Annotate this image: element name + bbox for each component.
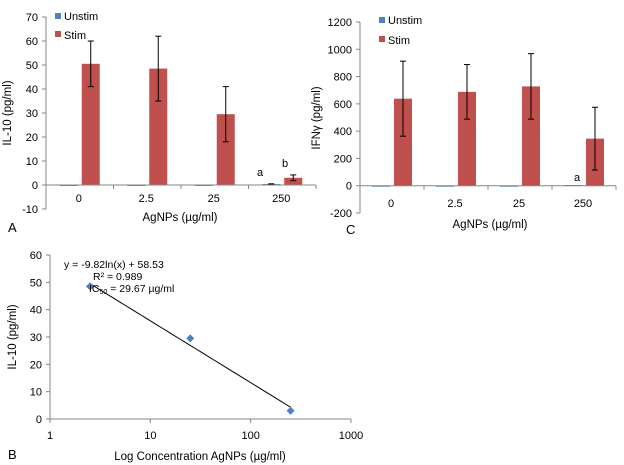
y-axis-title: IFNγ (pg/ml)	[311, 86, 323, 149]
y-tick-label: -200	[330, 208, 352, 220]
legend-swatch-stim	[379, 36, 385, 42]
y-tick-label: -10	[22, 204, 38, 216]
legend-swatch-stim	[55, 31, 61, 37]
x-axis-title: AgNPs (µg/ml)	[143, 212, 218, 224]
y-tick-label: 0	[32, 180, 38, 192]
trendline	[89, 283, 291, 408]
x-tick-label: 0	[388, 198, 394, 210]
data-point	[286, 406, 295, 415]
panel-label-b: B	[8, 447, 17, 462]
y-tick-label: 200	[334, 153, 352, 165]
y-tick-label: 0	[36, 414, 42, 426]
x-tick-label: 25	[208, 193, 220, 205]
y-tick-label: 70	[26, 12, 38, 24]
y-tick-label: 1200	[328, 17, 352, 29]
bar-stim	[458, 91, 476, 186]
annotation-a: a	[574, 172, 581, 184]
legend-label-stim: Stim	[388, 35, 410, 47]
panel-label-a: A	[8, 220, 17, 235]
x-tick-label: 10	[144, 430, 156, 442]
bar-stim	[81, 63, 100, 185]
data-point	[186, 334, 195, 343]
x-tick-label: 2.5	[139, 193, 154, 205]
y-tick-label: 10	[30, 387, 42, 399]
x-tick-label: 0	[76, 193, 82, 205]
y-tick-label: 600	[334, 99, 352, 111]
x-tick-label: 100	[241, 430, 259, 442]
y-tick-label: 800	[334, 72, 352, 84]
y-tick-label: 10	[26, 156, 38, 168]
legend: Unstim Stim	[55, 11, 98, 42]
bar-stim	[149, 68, 168, 185]
bar-stim	[284, 177, 303, 185]
legend: Unstim Stim	[379, 15, 422, 47]
y-axis-title: IL-10 (pg/ml)	[2, 80, 14, 145]
x-tick-label: 25	[513, 198, 525, 210]
x-tick-label: 2.5	[447, 198, 462, 210]
y-tick-label: 400	[334, 126, 352, 138]
chart-panel-c: -200 0 200 400 600 800 1000 1200 0 2.5 25 250 Unst…	[311, 15, 617, 237]
x-tick-label: 1	[47, 430, 53, 442]
y-tick-label: 60	[30, 250, 42, 262]
legend-label-stim: Stim	[64, 30, 86, 42]
y-tick-label: 30	[26, 108, 38, 120]
y-tick-label: 40	[30, 305, 42, 317]
y-tick-label: 50	[30, 277, 42, 289]
bar-stim	[216, 114, 235, 185]
bar-stim	[522, 86, 540, 186]
y-tick-label: 40	[26, 84, 38, 96]
y-axis-title: IL-10 (pg/ml)	[7, 304, 19, 369]
bar-stim	[394, 98, 412, 186]
legend-label-unstim: Unstim	[388, 15, 422, 27]
ic50-label: IC50 = 29.67 µg/ml	[89, 283, 174, 296]
x-axis-title: Log Concentration AgNPs (µg/ml)	[114, 451, 286, 463]
y-tick-label: 1000	[328, 44, 352, 56]
x-tick-label: 1000	[339, 430, 363, 442]
x-axis-title: AgNPs (µg/ml)	[453, 219, 528, 231]
trendline-equation: y = -9.82ln(x) + 58.53	[64, 259, 164, 271]
legend-swatch-unstim	[379, 17, 385, 23]
y-tick-label: 0	[346, 181, 352, 193]
x-tick-label: 250	[574, 198, 592, 210]
r-squared-label: R² = 0.989	[93, 271, 142, 283]
annotation-b: b	[282, 158, 288, 170]
panel-label-c: C	[346, 222, 355, 237]
y-tick-label: 20	[30, 359, 42, 371]
annotation-a: a	[257, 167, 264, 179]
y-tick-label: 30	[30, 332, 42, 344]
y-tick-label: 60	[26, 36, 38, 48]
x-tick-label: 250	[272, 193, 290, 205]
legend-label-unstim: Unstim	[64, 11, 98, 23]
y-tick-label: 20	[26, 132, 38, 144]
y-tick-label: 50	[26, 60, 38, 72]
legend-swatch-unstim	[55, 13, 61, 19]
chart-panel-a: -10 0 10 20 30 40 50 60 70 0 2.5 25 250 Unstim Stim…	[2, 11, 317, 235]
data-point	[85, 282, 94, 291]
chart-panel-b: 0 10 20 30 40 50 60 1 10 100 1000 y = -9.82ln(x) …	[7, 250, 363, 463]
